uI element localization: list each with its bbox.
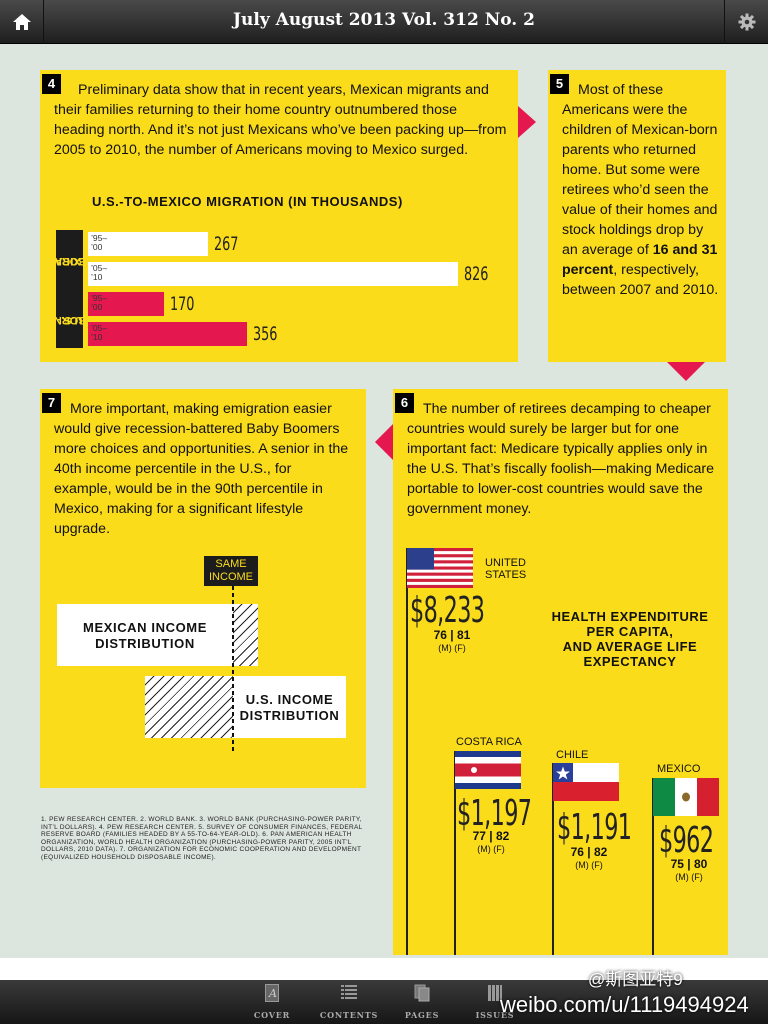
arrow-right-icon	[518, 106, 536, 138]
health-spend-costa-rica: $1,197	[457, 793, 532, 834]
migration-bar: ’05– ’10	[88, 262, 458, 286]
us-flag-icon	[407, 548, 473, 588]
top-toolbar: July August 2013 Vol. 312 No. 2	[0, 0, 768, 44]
svg-text:A: A	[268, 987, 277, 1000]
country-name-chile: CHILE	[556, 749, 589, 761]
home-icon	[12, 14, 31, 30]
life-expectancy-mf-label: (M) (F)	[438, 643, 466, 653]
footnotes: 1. PEW RESEARCH CENTER. 2. WORLD BANK. 3…	[41, 816, 363, 861]
issues-icon	[488, 985, 502, 1001]
country-name-costa-rica: COSTA RICA	[456, 736, 522, 748]
us-income-distribution: U.S. INCOME DISTRIBUTION	[233, 676, 346, 738]
issue-title: July August 2013 Vol. 312 No. 2	[233, 10, 535, 30]
chile-flag-icon	[553, 763, 619, 801]
gear-icon	[738, 13, 755, 31]
arrow-left-icon	[375, 424, 393, 460]
migration-bar: ’95– ’00	[88, 232, 208, 256]
country-pole	[552, 763, 554, 955]
bar-value-label: 356	[253, 323, 278, 345]
life-expectancy-chile: 76 | 82	[570, 845, 608, 859]
group-label-mexican-born: MEXICAN- BORN	[42, 230, 97, 292]
life-expectancy-mexico: 75 | 80	[670, 857, 708, 871]
costa-rica-flag-icon	[455, 751, 521, 789]
nav-cover[interactable]: A COVER	[237, 984, 307, 1020]
arrow-down-icon	[667, 362, 705, 381]
life-expectancy-mf-label: (M) (F)	[675, 872, 703, 882]
country-name-mexico: MEXICO	[657, 763, 701, 775]
bar-period-label: ’95– ’00	[91, 293, 108, 312]
section-number: 5	[550, 74, 569, 94]
home-button[interactable]	[0, 0, 44, 44]
mexican-income-distribution: MEXICAN INCOME DISTRIBUTION	[57, 604, 233, 666]
section-5-text: Most of these Americans were the childre…	[562, 82, 719, 298]
section-7-text: More important, making emigration easier…	[54, 401, 349, 537]
migration-bar: ’95– ’00	[88, 292, 164, 316]
life-expectancy-mf-label: (M) (F)	[477, 844, 505, 854]
country-pole	[652, 778, 654, 955]
bar-period-label: ’05– ’10	[91, 323, 108, 342]
pages-icon	[414, 984, 430, 1002]
group-label-us-born: U.S.- BORN	[53, 292, 86, 348]
bar-value-label: 826	[464, 263, 489, 285]
nav-issues[interactable]: ISSUES	[460, 984, 530, 1020]
watermark-handle: @斯图亚特9	[588, 970, 683, 989]
section-6-text: The number of retirees decamping to chea…	[407, 401, 714, 517]
section-number: 7	[42, 393, 61, 413]
country-name-united-states: UNITED STATES	[485, 557, 527, 581]
same-income-dashed-line	[232, 586, 234, 752]
bar-period-label: ’95– ’00	[91, 233, 108, 252]
watermark-bar	[0, 958, 768, 980]
country-pole	[454, 751, 456, 955]
health-spend-united-states: $8,233	[410, 590, 485, 631]
nav-pages[interactable]: PAGES	[387, 984, 457, 1020]
country-pole	[406, 548, 408, 955]
section-5-panel	[548, 70, 726, 362]
us-distribution-hatched-segment	[145, 676, 233, 738]
cover-icon: A	[265, 984, 279, 1002]
nav-contents[interactable]: CONTENTS	[314, 984, 384, 1020]
section-number: 4	[42, 74, 61, 94]
same-income-label: SAME INCOME	[204, 556, 258, 586]
life-expectancy-mf-label: (M) (F)	[575, 860, 603, 870]
watermark-url: weibo.com/u/1119494924	[500, 992, 749, 1017]
bar-value-label: 170	[170, 293, 195, 315]
migration-bar: ’05– ’10	[88, 322, 247, 346]
bottom-navigation-bar: A COVER CONTENTS PAGES ISSUES	[0, 980, 768, 1024]
mexican-distribution-hatched-segment	[233, 604, 258, 666]
health-spend-mexico: $962	[659, 820, 714, 861]
section-4-text: Preliminary data show that in recent yea…	[54, 82, 507, 158]
settings-button[interactable]	[724, 0, 768, 44]
health-spend-chile: $1,191	[557, 807, 632, 848]
section-number: 6	[395, 393, 414, 413]
migration-chart-title: U.S.-TO-MEXICO MIGRATION (IN THOUSANDS)	[92, 194, 403, 209]
health-chart-title: HEALTH EXPENDITURE PER CAPITA, AND AVERAGE…	[551, 609, 709, 669]
contents-icon	[341, 985, 357, 999]
bar-value-label: 267	[214, 233, 239, 255]
life-expectancy-united-states: 76 | 81	[433, 628, 471, 642]
mexico-flag-icon	[653, 778, 719, 816]
bar-period-label: ’05– ’10	[91, 263, 108, 282]
life-expectancy-costa-rica: 77 | 82	[472, 829, 510, 843]
section-6-panel	[393, 389, 728, 955]
